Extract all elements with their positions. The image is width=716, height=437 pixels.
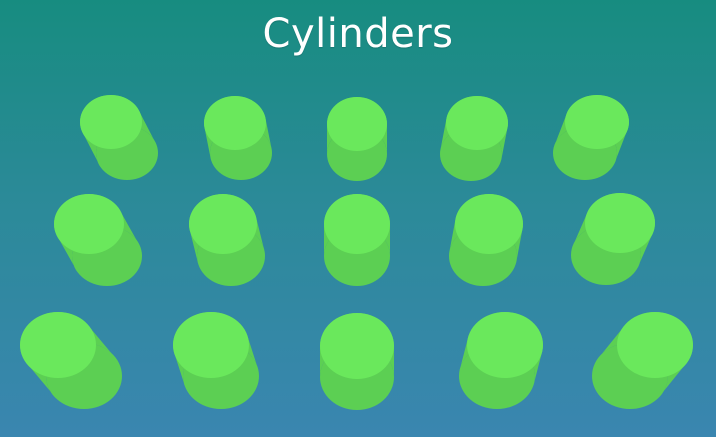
cylinder-top (327, 97, 387, 151)
cylinder-top (20, 312, 96, 378)
cylinder-1-3 (327, 97, 387, 181)
cylinder-2-2 (189, 194, 265, 286)
cylinder-top (324, 194, 390, 254)
cylinder-3-4 (459, 311, 544, 409)
cylinder-2-1 (54, 194, 142, 286)
cylinder-2-4 (449, 194, 523, 286)
cylinder-top (54, 194, 124, 254)
cylinder-3-3 (320, 313, 394, 410)
cylinder-1-5 (553, 95, 629, 180)
cylinder-1-1 (80, 95, 158, 180)
cylinder-top (320, 313, 394, 379)
cylinder-2-5 (571, 193, 655, 285)
cylinder-1-2 (204, 96, 272, 180)
cylinder-top (204, 96, 266, 150)
cylinder-1-4 (440, 96, 508, 181)
cylinder-top (189, 194, 257, 254)
cylinder-3-2 (173, 312, 259, 409)
cylinder-top (617, 312, 693, 378)
cylinder-top (446, 96, 508, 150)
cylinder-3-1 (20, 312, 122, 409)
cylinder-3-5 (592, 312, 693, 409)
cylinder-top (467, 312, 543, 378)
cylinder-top (565, 95, 629, 149)
cylinder-top (455, 194, 523, 254)
cylinder-top (80, 95, 142, 149)
scene-title: Cylinders (262, 11, 454, 57)
cylinder-2-3 (324, 194, 390, 286)
cylinder-top (585, 193, 655, 253)
cylinder-top (173, 312, 249, 378)
